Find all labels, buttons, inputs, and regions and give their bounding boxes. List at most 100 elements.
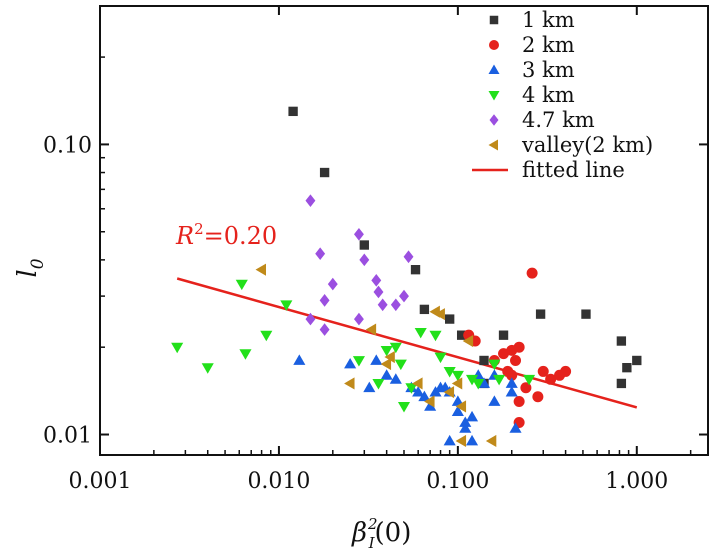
data-point xyxy=(523,374,536,386)
data-point xyxy=(443,434,456,446)
data-point xyxy=(451,377,463,390)
data-point xyxy=(353,227,364,241)
legend-label: 4.7 km xyxy=(522,108,595,132)
data-point xyxy=(434,352,447,364)
data-point xyxy=(371,274,382,287)
x-axis-label: β2 I(0) xyxy=(351,515,411,552)
data-point xyxy=(235,279,248,291)
y-axis-label-sub: 0 xyxy=(28,258,48,269)
data-point xyxy=(293,354,306,365)
data-point xyxy=(352,356,365,367)
data-point xyxy=(488,359,501,371)
data-point xyxy=(545,373,557,385)
data-point xyxy=(465,410,479,422)
data-point xyxy=(327,277,338,291)
series-4 xyxy=(305,194,414,336)
data-point xyxy=(305,312,316,326)
y-axis-label-main: l xyxy=(13,269,43,277)
series-3 xyxy=(171,279,536,413)
data-point xyxy=(399,289,409,303)
data-point xyxy=(616,336,627,346)
data-point xyxy=(319,167,330,178)
data-point xyxy=(365,323,377,336)
data-point xyxy=(429,330,442,342)
fitted-line xyxy=(176,277,638,409)
data-point xyxy=(372,379,385,390)
data-point xyxy=(255,263,266,276)
x-tick-label: 1.000 xyxy=(605,469,668,494)
legend-marker xyxy=(488,64,500,74)
data-point xyxy=(532,391,544,403)
data-point xyxy=(373,285,384,299)
data-point xyxy=(451,395,464,406)
r-squared-sup: 2 xyxy=(194,220,204,238)
data-point xyxy=(451,405,464,416)
data-point xyxy=(505,377,518,388)
data-point xyxy=(424,395,435,408)
legend-marker xyxy=(488,91,500,101)
data-point xyxy=(632,355,642,366)
y-tick-label: 0.10 xyxy=(43,133,92,158)
data-point xyxy=(353,312,364,326)
data-point xyxy=(359,253,370,267)
data-point xyxy=(622,362,632,373)
r-squared-value: =0.20 xyxy=(204,222,278,250)
data-point xyxy=(459,416,472,427)
data-point xyxy=(380,345,393,357)
data-point xyxy=(397,402,411,413)
data-point xyxy=(456,330,467,340)
data-point xyxy=(505,386,518,397)
data-point xyxy=(493,374,506,386)
data-point xyxy=(455,400,467,413)
legend-label: 2 km xyxy=(522,33,575,57)
data-point xyxy=(377,298,388,312)
data-point xyxy=(280,300,293,311)
r-squared-prefix: R xyxy=(175,222,194,250)
legend-label: valley(2 km) xyxy=(521,133,653,157)
data-point xyxy=(389,373,402,384)
series-2 xyxy=(293,354,522,446)
data-point xyxy=(412,377,423,390)
data-point xyxy=(370,354,383,365)
data-point xyxy=(498,330,509,340)
data-point xyxy=(443,367,456,378)
data-point xyxy=(465,434,479,446)
data-point xyxy=(419,304,430,315)
data-point xyxy=(405,383,418,394)
data-point xyxy=(390,298,401,312)
x-tick-label: 0.100 xyxy=(426,469,489,494)
data-point xyxy=(380,369,393,380)
legend-label: 4 km xyxy=(522,83,575,107)
data-point xyxy=(509,422,522,433)
legend-marker xyxy=(489,40,499,50)
legend-marker xyxy=(489,15,499,25)
data-point xyxy=(459,422,472,433)
legend-marker xyxy=(488,139,498,151)
data-point xyxy=(424,400,437,411)
data-point xyxy=(445,314,455,324)
data-point xyxy=(455,434,467,448)
legend-marker xyxy=(489,114,499,126)
fitted-line-layer xyxy=(176,277,638,409)
data-point xyxy=(581,309,591,319)
data-point xyxy=(462,334,474,348)
y-axis-label: l0 xyxy=(13,258,48,277)
data-point xyxy=(506,369,518,381)
data-point xyxy=(288,106,298,117)
data-point xyxy=(443,386,455,399)
data-point xyxy=(305,194,316,207)
data-points xyxy=(171,106,642,448)
data-point xyxy=(434,308,445,321)
data-point xyxy=(616,378,627,389)
data-point xyxy=(513,395,525,407)
data-point xyxy=(526,267,538,279)
data-point xyxy=(380,357,392,371)
data-point xyxy=(560,365,572,377)
series-1 xyxy=(463,267,572,429)
data-point xyxy=(479,355,489,366)
x-axis-label-tail: (0) xyxy=(375,518,412,548)
data-point xyxy=(537,365,549,377)
data-point xyxy=(412,386,425,397)
